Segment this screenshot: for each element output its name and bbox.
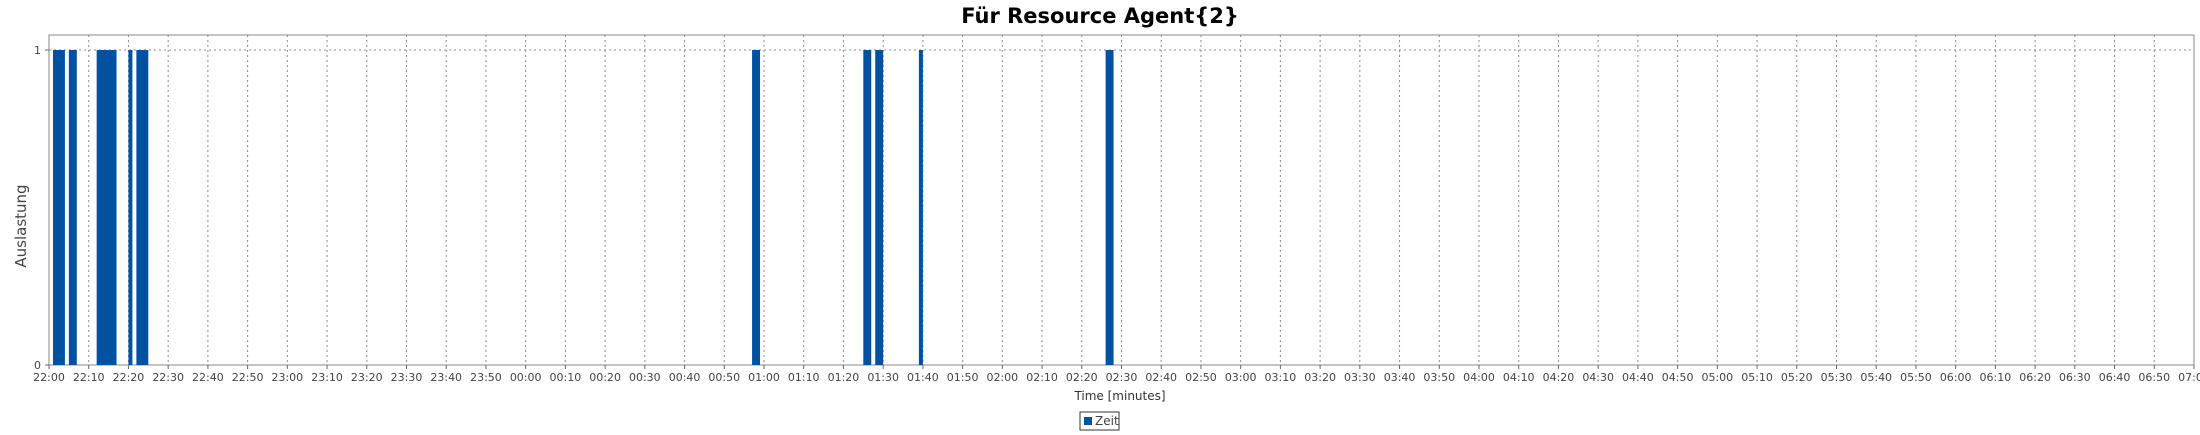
x-tick-label: 02:20 [1066, 371, 1098, 384]
x-tick-label: 22:50 [232, 371, 264, 384]
x-tick-label: 00:30 [629, 371, 661, 384]
x-tick-label: 04:10 [1503, 371, 1535, 384]
x-tick-label: 22:30 [152, 371, 184, 384]
x-tick-label: 00:20 [589, 371, 621, 384]
y-tick-label: 1 [34, 44, 41, 57]
x-tick-label: 00:00 [510, 371, 542, 384]
legend-label: Zeit [1095, 414, 1119, 428]
x-tick-label: 04:50 [1662, 371, 1694, 384]
x-tick-labels: 22:00 22:10 22:20 22:30 22:40 22:50 23:00 23:10… [33, 371, 2200, 384]
legend-box [1079, 411, 1120, 431]
bar [918, 50, 923, 365]
x-tick-label: 05:20 [1781, 371, 1813, 384]
bar [68, 50, 77, 365]
x-tick-label: 23:20 [351, 371, 383, 384]
x-tick-label: 22:00 [33, 371, 65, 384]
x-tick-label: 01:20 [828, 371, 860, 384]
x-tick-label: 06:20 [2019, 371, 2051, 384]
x-tick-label: 01:40 [907, 371, 939, 384]
x-axis-label: Time [minutes] [1073, 389, 1165, 403]
x-tick-label: 03:00 [1225, 371, 1257, 384]
bar [96, 50, 117, 365]
x-tick-label: 02:10 [1026, 371, 1058, 384]
x-tick-label: 01:30 [867, 371, 899, 384]
x-tick-label: 07:00 [2178, 371, 2200, 384]
x-tick-label: 03:20 [1304, 371, 1336, 384]
x-tick-label: 04:00 [1463, 371, 1495, 384]
x-tick-label: 23:40 [430, 371, 462, 384]
x-tick-label: 04:20 [1543, 371, 1575, 384]
x-tick-label: 00:40 [669, 371, 701, 384]
x-tick-label: 06:10 [1980, 371, 2012, 384]
x-tick-label: 03:50 [1423, 371, 1455, 384]
bar [52, 50, 65, 365]
bar [752, 50, 761, 365]
x-tick-label: 01:50 [947, 371, 979, 384]
x-tick-label: 03:40 [1384, 371, 1416, 384]
legend: Zeit [1079, 411, 1120, 431]
x-tick-label: 06:40 [2099, 371, 2131, 384]
x-tick-label: 22:40 [192, 371, 224, 384]
bars [52, 50, 1114, 365]
x-tick-label: 06:00 [1940, 371, 1972, 384]
x-tick-label: 23:50 [470, 371, 502, 384]
axes [45, 49, 2195, 369]
x-tick-label: 03:30 [1344, 371, 1376, 384]
legend-swatch [1084, 417, 1092, 425]
x-tick-label: 22:20 [113, 371, 145, 384]
x-tick-label: 23:30 [391, 371, 423, 384]
x-tick-label: 02:00 [986, 371, 1018, 384]
y-tick-label: 0 [34, 359, 41, 372]
x-tick-label: 05:40 [1860, 371, 1892, 384]
x-tick-label: 02:50 [1185, 371, 1217, 384]
x-tick-label: 05:30 [1821, 371, 1853, 384]
x-tick-label: 23:10 [311, 371, 343, 384]
x-tick-label: 04:40 [1622, 371, 1654, 384]
x-tick-label: 00:50 [708, 371, 740, 384]
y-tick-labels: 01 [34, 44, 41, 372]
x-tick-label: 05:10 [1741, 371, 1773, 384]
x-tick-label: 05:50 [1900, 371, 1932, 384]
bar [136, 50, 149, 365]
bar [863, 50, 872, 365]
x-tick-label: 06:30 [2059, 371, 2091, 384]
x-tick-label: 02:40 [1145, 371, 1177, 384]
x-tick-label: 06:50 [2138, 371, 2170, 384]
bar [875, 50, 884, 365]
x-tick-label: 03:10 [1265, 371, 1297, 384]
x-tick-label: 23:00 [271, 371, 303, 384]
bar [1105, 50, 1114, 365]
x-tick-label: 00:10 [550, 371, 582, 384]
bar [128, 50, 133, 365]
x-tick-label: 02:30 [1106, 371, 1138, 384]
x-tick-label: 05:00 [1701, 371, 1733, 384]
chart-title: Für Resource Agent{2} [961, 4, 1239, 28]
x-tick-label: 01:10 [788, 371, 820, 384]
x-tick-label: 01:00 [748, 371, 780, 384]
x-tick-label: 22:10 [73, 371, 105, 384]
y-axis-label: Auslastung [12, 184, 30, 267]
x-tick-label: 04:30 [1582, 371, 1614, 384]
